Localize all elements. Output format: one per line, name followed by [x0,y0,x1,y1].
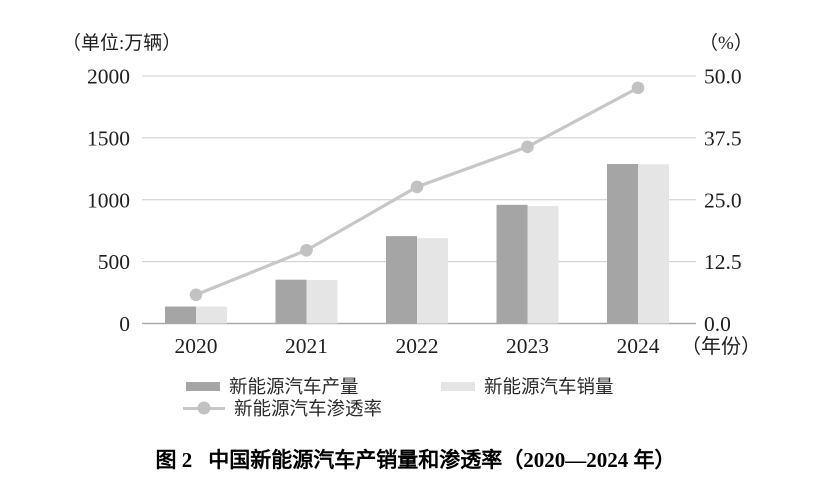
production-bar [386,236,417,324]
penetration-marker [300,243,313,257]
left-axis-unit-label: （单位:万辆） [62,33,182,54]
x-axis-tick-label: 2024 [617,334,660,358]
legend-item-production: 新能源汽车产量 [186,373,359,399]
sales-bar [196,306,227,324]
production-bar [165,306,196,324]
left-axis-tick-label: 2000 [87,65,130,89]
sales-bar [306,279,338,324]
right-axis-tick-label: 50.0 [704,65,742,89]
sales-bar [527,205,559,324]
x-axis-tick-label: 2020 [175,334,218,358]
sales-swatch-icon [441,381,475,391]
left-axis-tick-label: 500 [98,250,130,274]
right-axis-tick-label: 0.0 [704,312,731,336]
production-bar [275,279,307,324]
figure-caption-number: 图 2 [155,448,193,472]
legend-sales-label: 新能源汽车销量 [484,378,614,398]
right-axis-tick-label: 12.5 [704,250,742,274]
right-axis-tick-label: 37.5 [704,126,742,150]
figure-caption: 图 2 中国新能源汽车产销量和渗透率（2020—2024 年） [0,444,831,474]
left-axis-tick-label: 0 [119,312,130,336]
right-axis-unit-label: （%） [699,33,753,54]
penetration-swatch-icon [183,401,225,415]
legend-item-penetration: 新能源汽车渗透率 [183,395,382,421]
x-axis-tick-label: 2023 [506,334,549,358]
sales-bar [638,164,669,324]
x-axis-tick-label: 2021 [285,334,328,358]
x-axis-tick-label: 2022 [396,334,439,358]
figure-caption-title: 中国新能源汽车产销量和渗透率（2020—2024 年） [208,448,676,472]
production-swatch-icon [186,381,220,391]
x-axis-suffix-label: （年份） [681,335,761,358]
sales-bar [417,238,448,324]
production-bar [496,204,528,324]
production-bar [607,163,638,324]
left-axis-tick-label: 1000 [87,188,130,212]
penetration-marker [521,140,534,154]
penetration-marker [631,81,645,95]
chart-canvas: 2000 50.0 1500 37.5 1000 25.0 500 12.5 0 0.0 2020 2… [87,65,761,359]
left-axis-tick-label: 1500 [87,126,130,150]
penetration-marker [189,288,203,302]
legend-production-label: 新能源汽车产量 [229,378,359,398]
penetration-marker [410,180,424,194]
legend-item-sales: 新能源汽车销量 [441,373,614,399]
legend-penetration-label: 新能源汽车渗透率 [234,400,383,420]
right-axis-tick-label: 25.0 [704,188,742,212]
